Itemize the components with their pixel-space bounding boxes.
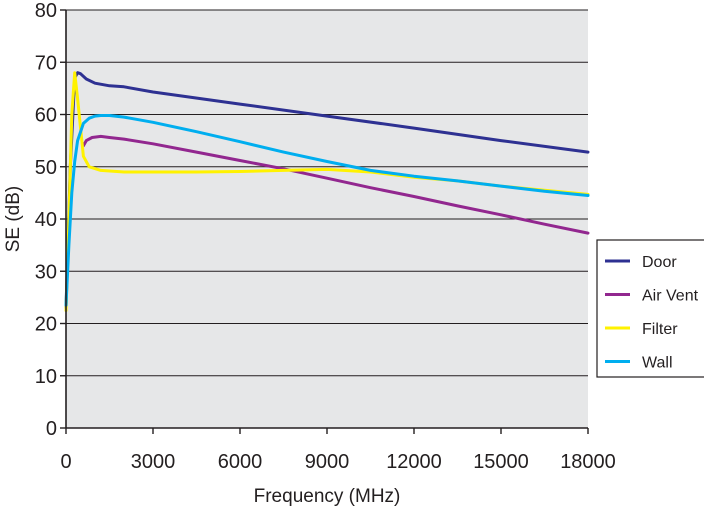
y-tick-label: 0 bbox=[46, 418, 57, 440]
y-tick-label: 20 bbox=[35, 314, 57, 336]
y-tick-label: 40 bbox=[35, 209, 57, 231]
y-tick-label: 80 bbox=[35, 0, 57, 22]
legend: Door Air Vent Filter Wall bbox=[596, 239, 704, 378]
legend-label-wall: Wall bbox=[642, 355, 673, 372]
legend-label-filter: Filter bbox=[642, 321, 678, 338]
y-tick-label: 10 bbox=[35, 366, 57, 388]
legend-label-door: Door bbox=[642, 254, 677, 271]
legend-label-air-vent: Air Vent bbox=[642, 288, 699, 305]
x-tick-label: 9000 bbox=[305, 451, 350, 473]
y-tick-label: 60 bbox=[35, 105, 57, 127]
axis-ticks bbox=[60, 9, 589, 434]
x-axis-title: Frequency (MHz) bbox=[254, 486, 401, 507]
x-tick-label: 15000 bbox=[473, 451, 529, 473]
series-line-air-vent bbox=[81, 134, 590, 235]
x-tick-label: 3000 bbox=[131, 451, 176, 473]
y-tick-label: 50 bbox=[35, 157, 57, 179]
x-tick-label: 18000 bbox=[560, 451, 616, 473]
x-tick-label: 12000 bbox=[386, 451, 442, 473]
grid-lines bbox=[66, 9, 588, 377]
y-tick-label: 70 bbox=[35, 52, 57, 74]
series-line-wall bbox=[64, 114, 590, 307]
tick-labels: 0 10 20 30 40 50 60 70 80 0 3000 6000 9000 12000 15000… bbox=[35, 0, 616, 473]
x-tick-label: 0 bbox=[60, 451, 71, 473]
y-tick-label: 30 bbox=[35, 261, 57, 283]
series-lines bbox=[64, 71, 590, 312]
legend-box bbox=[596, 239, 704, 378]
x-tick-label: 6000 bbox=[218, 451, 263, 473]
y-axis-title: SE (dB) bbox=[3, 186, 24, 253]
